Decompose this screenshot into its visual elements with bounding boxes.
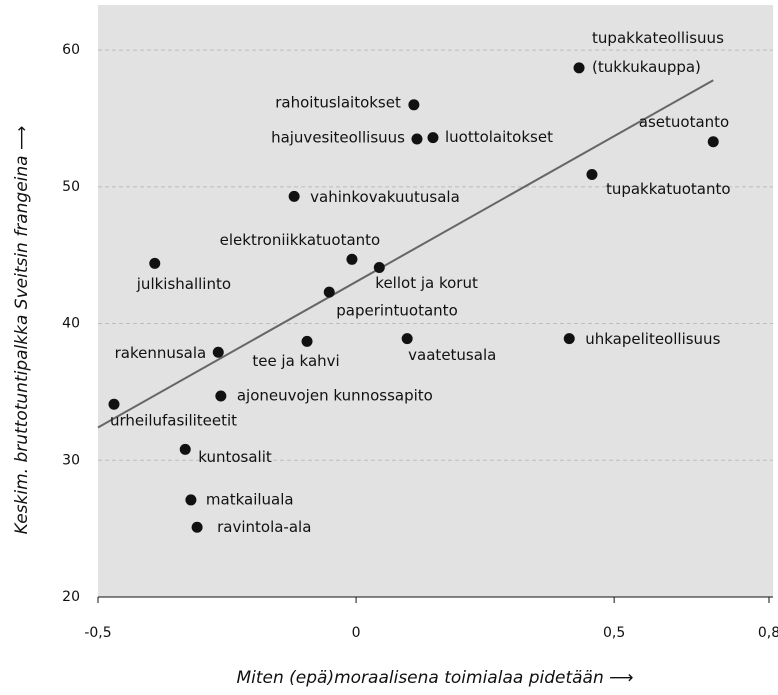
point-label: urheilufasiliteetit [110, 412, 237, 430]
point [427, 132, 439, 144]
point [346, 253, 358, 265]
x-tick-label: -0,5 [84, 625, 111, 641]
trendline [97, 79, 714, 429]
point-label: rahoituslaitokset [275, 93, 401, 111]
point-label: rakennusala [115, 344, 207, 362]
plot-area [98, 5, 773, 597]
point [191, 521, 203, 533]
point [288, 190, 300, 202]
point-label: ravintola-ala [217, 518, 311, 536]
y-tick-label: 40 [62, 316, 80, 332]
point-label: tee ja kahvi [252, 352, 339, 370]
point-label: tupakkateollisuus (tukkukauppa) [592, 28, 724, 75]
point [179, 443, 191, 455]
point-label: ajoneuvojen kunnossapito [237, 387, 433, 405]
x-tick-label: 0,8 [758, 625, 778, 641]
point-label: matkailuala [206, 490, 294, 508]
point-label: luottolaitokset [445, 128, 553, 146]
x-axis-label: Miten (epä)moraalisena toimialaa pidetää… [236, 668, 633, 688]
point [573, 62, 585, 74]
point [215, 390, 227, 402]
point [301, 335, 313, 347]
point-label: paperintuotanto [336, 302, 458, 320]
point [707, 136, 719, 148]
point [373, 262, 385, 274]
point [411, 133, 423, 145]
point [185, 494, 197, 506]
y-tick-label: 20 [62, 589, 80, 605]
x-tick-label: 0 [352, 625, 361, 641]
point-label: uhkapeliteollisuus [585, 330, 720, 348]
point-label: kellot ja korut [375, 274, 478, 292]
y-tick-label: 50 [62, 179, 80, 195]
y-axis-label: Keskim. bruttotuntipalkka Sveitsin frang… [12, 126, 32, 535]
point [149, 257, 161, 269]
point-label: hajuvesiteollisuus [271, 128, 405, 146]
point [408, 99, 420, 111]
point-label: kuntosalit [198, 448, 272, 466]
point-label: vahinkovakuutusala [310, 188, 460, 206]
x-tick-label: 0,5 [603, 625, 625, 641]
point [563, 333, 575, 345]
point-label: vaatetusala [408, 346, 496, 364]
point-label: elektroniikkatuotanto [220, 231, 381, 249]
point [323, 286, 335, 298]
point [586, 169, 598, 181]
point-label: asetuotanto [639, 113, 729, 131]
point [108, 398, 120, 410]
point-label: julkishallinto [136, 275, 231, 293]
point [212, 346, 224, 358]
point [401, 333, 413, 345]
y-tick-label: 30 [62, 452, 80, 468]
y-tick-label: 60 [62, 42, 80, 58]
point-label: tupakkatuotanto [606, 180, 731, 198]
